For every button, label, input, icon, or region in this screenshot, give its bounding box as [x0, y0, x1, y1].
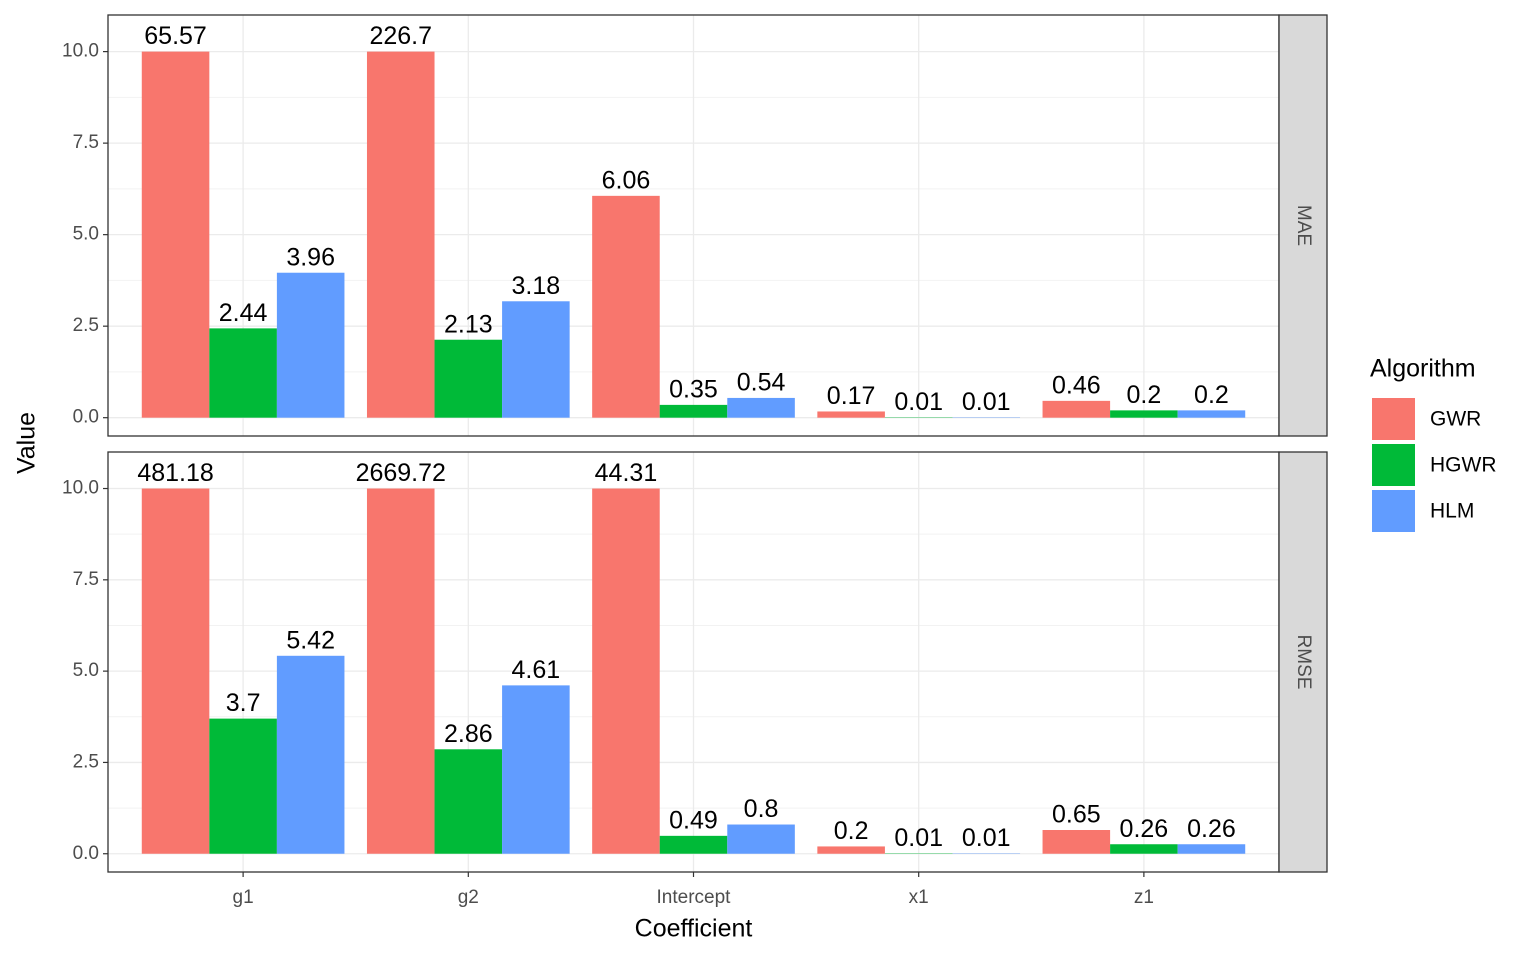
value-label: 65.57	[144, 22, 207, 50]
value-label: 0.01	[894, 824, 943, 852]
value-label: 2.13	[444, 310, 493, 338]
value-label: 5.42	[286, 626, 335, 654]
bar	[502, 301, 570, 418]
bar	[592, 488, 660, 854]
bar	[1110, 410, 1178, 418]
y-tick-label: 5.0	[73, 660, 99, 681]
value-label: 2.44	[219, 299, 268, 327]
legend-label: HGWR	[1430, 454, 1497, 477]
bar	[276, 272, 345, 418]
bar	[1042, 400, 1111, 418]
y-tick-label: 2.5	[73, 315, 99, 336]
legend-key	[1372, 398, 1415, 440]
value-label: 0.01	[894, 388, 943, 416]
bar	[366, 488, 435, 854]
value-label: 0.26	[1120, 815, 1169, 843]
legend-title: Algorithm	[1370, 355, 1476, 383]
value-label: 2669.72	[356, 459, 446, 487]
value-label: 6.06	[602, 166, 651, 194]
value-label: 0.65	[1052, 801, 1101, 829]
bar	[276, 655, 345, 854]
bar	[141, 488, 210, 854]
bar	[592, 195, 660, 418]
y-tick-label: 0.0	[73, 843, 99, 864]
bar	[434, 339, 503, 418]
bar	[727, 824, 795, 854]
value-label: 0.01	[962, 388, 1011, 416]
value-label: 0.8	[744, 795, 779, 823]
strip	[1278, 14, 1328, 437]
y-tick-label: 10.0	[62, 478, 99, 499]
legend-label: HLM	[1430, 500, 1474, 523]
bar	[659, 404, 728, 418]
y-tick-label: 5.0	[73, 224, 99, 245]
y-axis-title: Value	[13, 412, 41, 474]
legend-key	[1372, 490, 1415, 532]
y-tick-label: 2.5	[73, 751, 99, 772]
bar	[659, 835, 728, 854]
x-tick-label: x1	[909, 887, 929, 908]
bar	[209, 718, 277, 854]
bar	[1177, 410, 1246, 418]
bar	[1177, 844, 1246, 854]
x-tick-label: Intercept	[657, 887, 732, 908]
value-label: 0.2	[1194, 381, 1229, 409]
bar	[1110, 844, 1178, 854]
value-label: 481.18	[137, 459, 213, 487]
value-label: 0.26	[1187, 815, 1236, 843]
value-label: 3.18	[512, 272, 561, 300]
bar	[434, 749, 503, 854]
value-label: 2.86	[444, 720, 493, 748]
x-tick-label: z1	[1134, 887, 1154, 908]
value-label: 0.2	[834, 817, 869, 845]
value-label: 44.31	[595, 459, 658, 487]
y-tick-label: 7.5	[73, 132, 99, 153]
legend-key	[1372, 444, 1415, 486]
value-label: 0.35	[669, 375, 718, 403]
bar	[209, 328, 277, 418]
x-tick-label: g2	[458, 887, 479, 908]
value-label: 3.96	[286, 243, 335, 271]
value-label: 0.46	[1052, 371, 1101, 399]
bar	[502, 685, 570, 854]
strip	[1278, 451, 1328, 873]
legend-label: GWR	[1430, 408, 1481, 431]
value-label: 0.2	[1127, 381, 1162, 409]
x-tick-label: g1	[233, 887, 254, 908]
y-tick-label: 7.5	[73, 569, 99, 590]
y-tick-label: 0.0	[73, 407, 99, 428]
value-label: 0.49	[669, 806, 718, 834]
value-label: 3.7	[226, 689, 261, 717]
y-tick-label: 10.0	[62, 41, 99, 62]
bar	[817, 411, 885, 418]
value-label: 4.61	[512, 656, 561, 684]
x-axis-title: Coefficient	[635, 915, 753, 943]
bar	[1042, 830, 1111, 854]
value-label: 0.17	[827, 382, 876, 410]
strip-label: MAE	[1293, 205, 1314, 246]
value-label: 0.54	[737, 369, 786, 397]
bar	[727, 397, 795, 418]
value-label: 0.01	[962, 824, 1011, 852]
bar	[366, 51, 435, 418]
strip-label: RMSE	[1293, 635, 1314, 690]
bar	[817, 846, 885, 854]
bar	[141, 51, 210, 418]
value-label: 226.7	[369, 22, 432, 50]
